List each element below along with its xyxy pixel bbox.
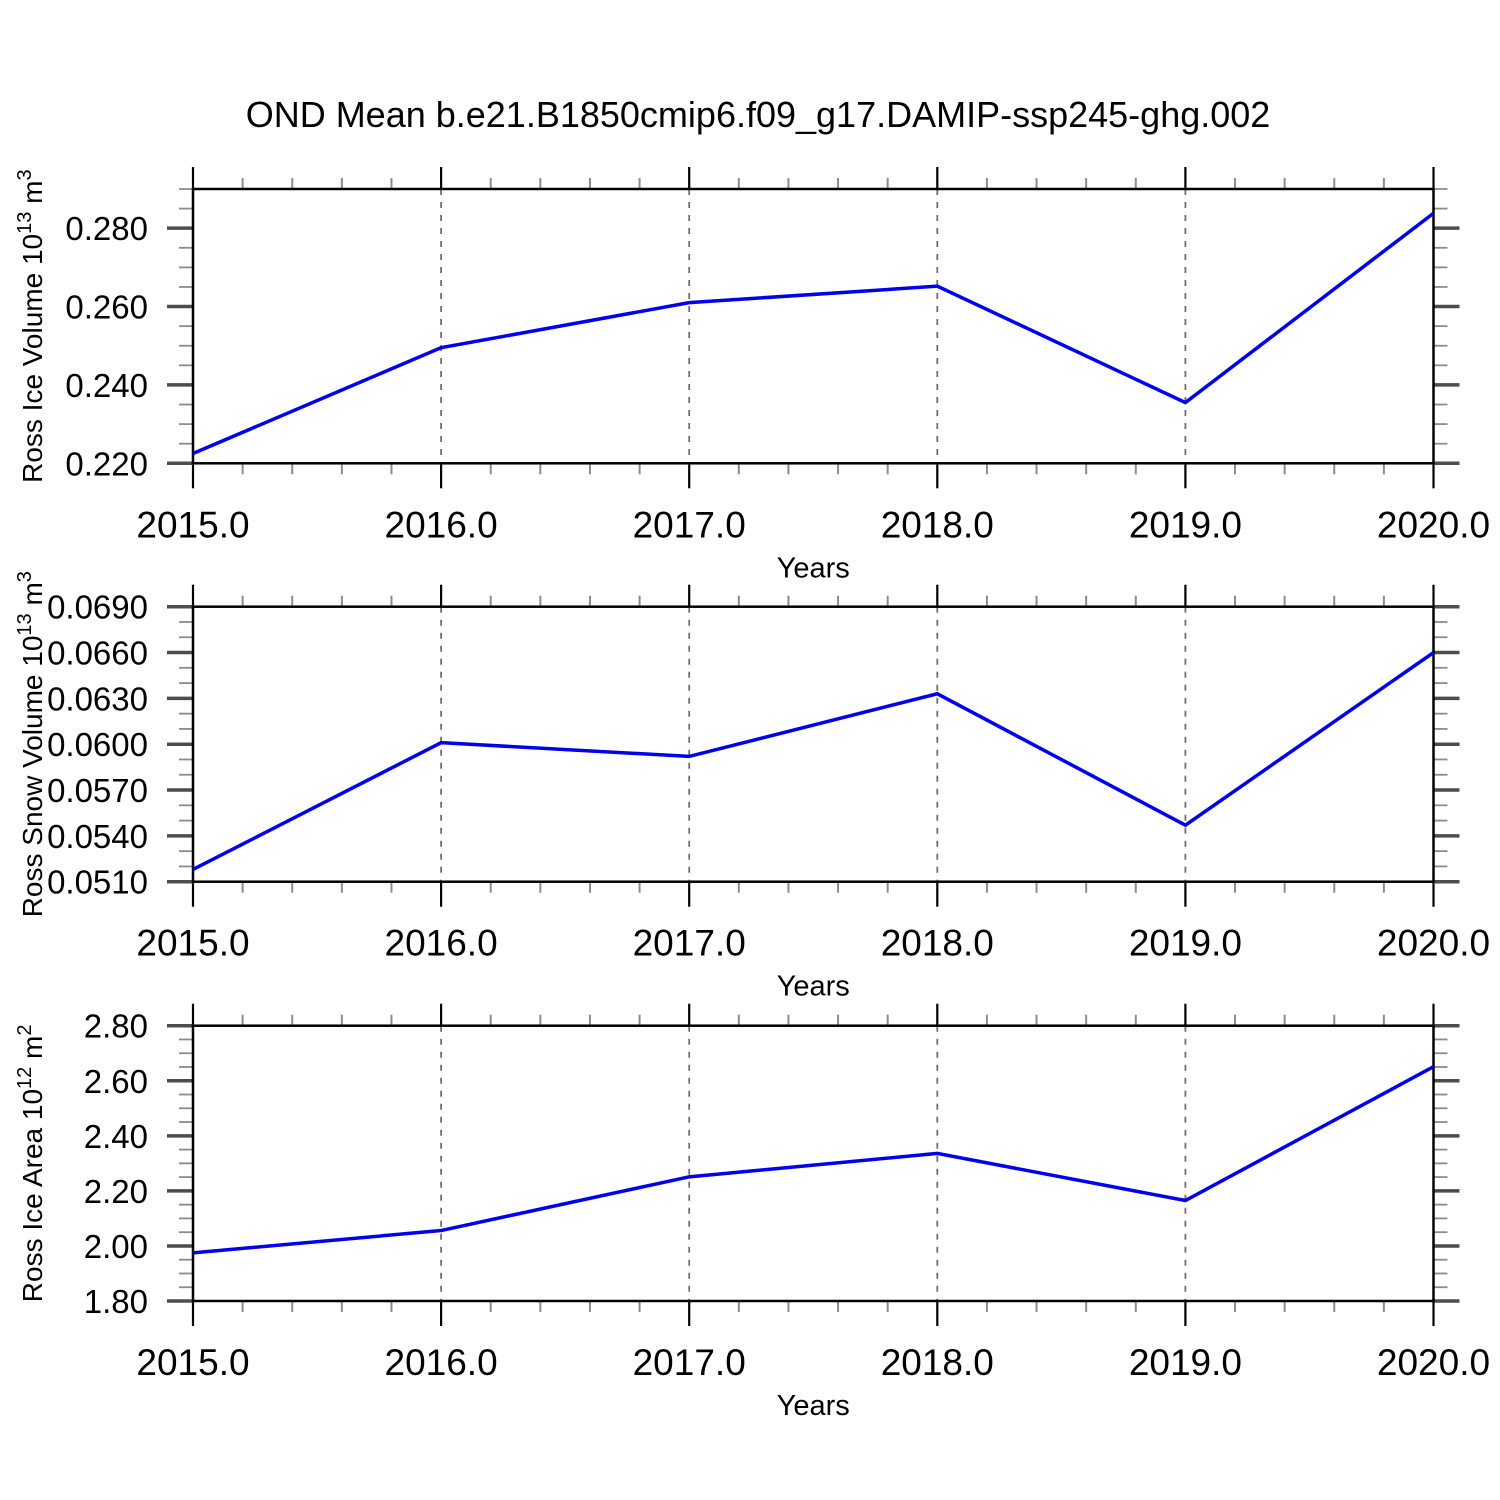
plot-frame — [191, 605, 1435, 883]
chart-panel-3: 2015.0 2016.0 2017.0 2018.0 2019.0 2020.0 1.80… — [14, 1003, 1490, 1422]
x-tick-label: 2016.0 — [385, 504, 498, 545]
x-tick-label: 2016.0 — [385, 1342, 498, 1383]
x-tick-label: 2016.0 — [385, 923, 498, 964]
y-tick-label: 2.80 — [84, 1008, 148, 1045]
y-tick-label: 0.240 — [65, 367, 148, 404]
y-tick-label: 0.0660 — [47, 635, 148, 672]
y-tick-label: 0.0510 — [47, 864, 148, 901]
x-tick-label: 2018.0 — [881, 504, 994, 545]
x-tick-label: 2015.0 — [136, 923, 249, 964]
x-axis-title: Years — [777, 971, 850, 1003]
y-tick-label: 0.0690 — [47, 589, 148, 626]
x-tick-label: 2020.0 — [1377, 504, 1490, 545]
y-tick-label: 2.00 — [84, 1228, 148, 1265]
x-tick-label: 2020.0 — [1377, 1342, 1490, 1383]
x-tick-label: 2020.0 — [1377, 923, 1490, 964]
y-tick-label: 0.280 — [65, 210, 148, 247]
y-tick-label: 2.40 — [84, 1118, 148, 1155]
x-tick-label: 2019.0 — [1129, 923, 1242, 964]
x-tick-label: 2018.0 — [881, 1342, 994, 1383]
chart-panel-2: 2015.0 2016.0 2017.0 2018.0 2019.0 2020.0 0.05… — [14, 571, 1490, 1003]
y-tick-label: 1.80 — [84, 1283, 148, 1320]
y-tick-label: 0.220 — [65, 445, 148, 482]
data-line — [192, 651, 1435, 872]
data-line — [192, 1065, 1435, 1255]
y-tick-label: 0.260 — [65, 289, 148, 326]
x-tick-label: 2017.0 — [633, 1342, 746, 1383]
x-tick-label: 2015.0 — [136, 1342, 249, 1383]
x-tick-label: 2017.0 — [633, 923, 746, 964]
plot-frame — [191, 1024, 1435, 1303]
y-tick-label: 0.0570 — [47, 772, 148, 809]
plot-frame — [191, 187, 1435, 465]
y-axis-title: Ross Snow Volume 1013 m3 — [14, 571, 48, 917]
y-axis-title: Ross Ice Area 1012 m2 — [14, 1024, 48, 1302]
x-axis-title: Years — [777, 552, 850, 584]
x-tick-label: 2018.0 — [881, 923, 994, 964]
x-tick-label: 2017.0 — [633, 504, 746, 545]
x-tick-label: 2015.0 — [136, 504, 249, 545]
y-tick-label: 2.20 — [84, 1173, 148, 1210]
x-tick-label: 2019.0 — [1129, 1342, 1242, 1383]
figure-title: OND Mean b.e21.B1850cmip6.f09_g17.DAMIP-… — [245, 94, 1271, 135]
data-line — [192, 211, 1435, 456]
x-tick-label: 2019.0 — [1129, 504, 1242, 545]
x-axis-title: Years — [777, 1390, 850, 1422]
y-tick-label: 2.60 — [84, 1063, 148, 1100]
chart-panel-1: 2015.0 2016.0 2017.0 2018.0 2019.0 2020.0 0.22… — [14, 167, 1490, 584]
y-tick-label: 0.0630 — [47, 680, 148, 717]
y-tick-label: 0.0540 — [47, 818, 148, 855]
y-axis-title: Ross Ice Volume 1013 m3 — [14, 169, 48, 483]
y-tick-label: 0.0600 — [47, 726, 148, 763]
